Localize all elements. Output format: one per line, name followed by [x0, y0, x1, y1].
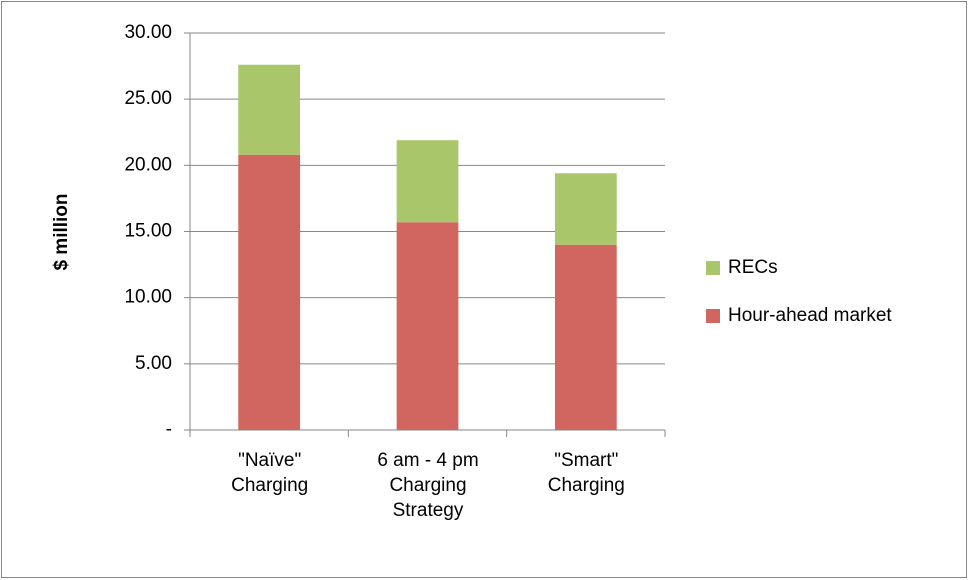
legend-label: RECs — [728, 257, 778, 278]
y-tick-label: 20.00 — [124, 154, 172, 175]
legend-swatch — [706, 261, 720, 275]
y-axis-label: $ million — [51, 193, 72, 270]
bar-segment — [396, 140, 459, 223]
bar-segment — [396, 222, 459, 430]
y-tick-label: 5.00 — [135, 353, 172, 374]
x-tick-label: 6 am - 4 pm Charging Strategy — [377, 450, 479, 521]
y-tick-label: - — [166, 419, 172, 440]
bar-segment — [554, 173, 617, 245]
x-tick-label: "Naïve" Charging — [231, 450, 309, 496]
legend-label: Hour-ahead market — [728, 305, 892, 326]
bar-segment — [554, 244, 617, 430]
y-tick-label: 15.00 — [124, 221, 172, 242]
y-tick-label: 25.00 — [124, 88, 172, 109]
y-tick-label: 30.00 — [124, 22, 172, 43]
bar-segment — [238, 64, 301, 155]
y-tick-label: 10.00 — [124, 287, 172, 308]
x-tick-label: "Smart" Charging — [547, 450, 625, 496]
bar-segment — [238, 154, 301, 430]
legend-swatch — [706, 309, 720, 323]
